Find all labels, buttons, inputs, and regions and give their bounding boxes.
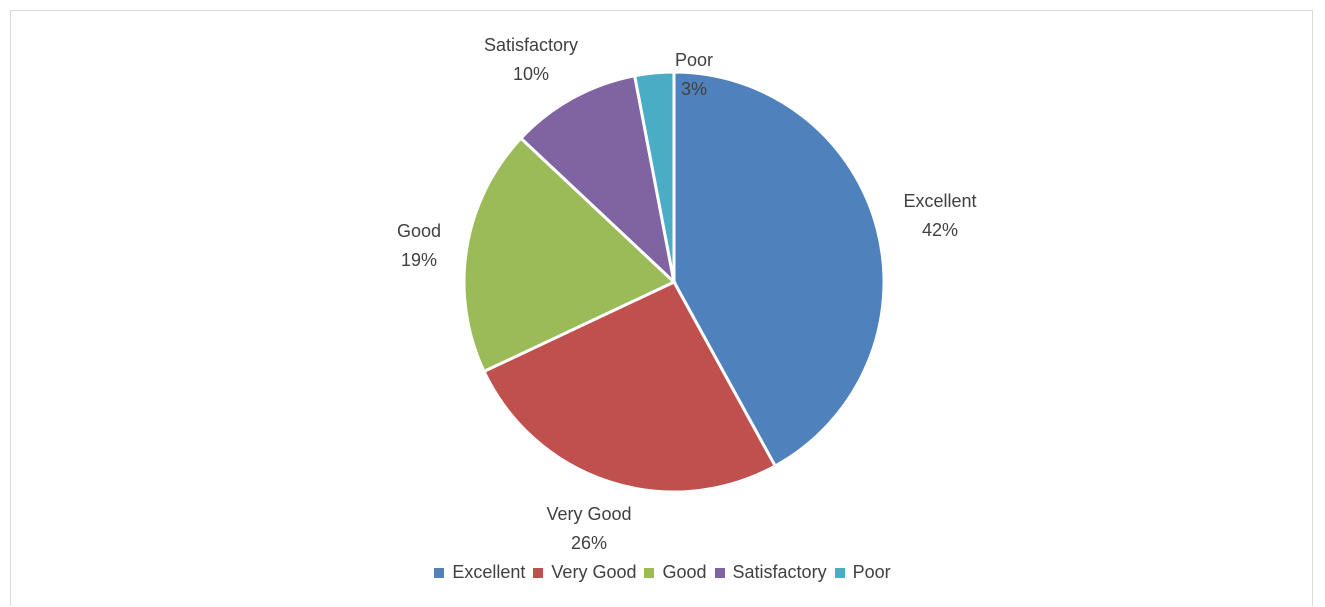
legend-label-satisfactory: Satisfactory [732,562,827,582]
data-label-value-poor: 3% [681,79,707,99]
pie-slice-excellent [672,70,886,469]
data-label-value-satisfactory: 10% [513,64,549,84]
data-label-value-very-good: 26% [571,533,607,553]
pie-slice-good [462,136,677,374]
legend-item-very-good: Very Good [533,562,636,583]
legend-swatch-excellent [434,567,445,578]
legend: Excellent Very Good Good Satisfactory Poor [0,562,1325,583]
pie-slice-satisfactory [518,73,677,287]
legend-item-satisfactory: Satisfactory [714,562,827,583]
legend-swatch-poor [834,567,845,578]
legend-item-excellent: Excellent [434,562,525,583]
data-label-value-good: 19% [401,250,437,270]
legend-swatch-good [644,567,655,578]
data-label-category-excellent: Excellent [903,191,976,211]
data-label-category-poor: Poor [675,50,713,70]
legend-swatch-satisfactory [714,567,725,578]
legend-item-good: Good [644,562,707,583]
legend-swatch-very-good [533,567,544,578]
pie-slice-poor [632,70,676,283]
legend-label-good: Good [662,562,707,582]
data-label-category-satisfactory: Satisfactory [484,35,578,55]
pie-slice-very-good [481,280,778,494]
data-label-value-excellent: 42% [922,220,958,240]
legend-label-excellent: Excellent [452,562,526,582]
data-label-category-very-good: Very Good [546,504,631,524]
legend-label-poor: Poor [852,562,891,582]
legend-item-poor: Poor [834,562,891,583]
legend-label-very-good: Very Good [551,562,637,582]
data-label-category-good: Good [397,221,441,241]
